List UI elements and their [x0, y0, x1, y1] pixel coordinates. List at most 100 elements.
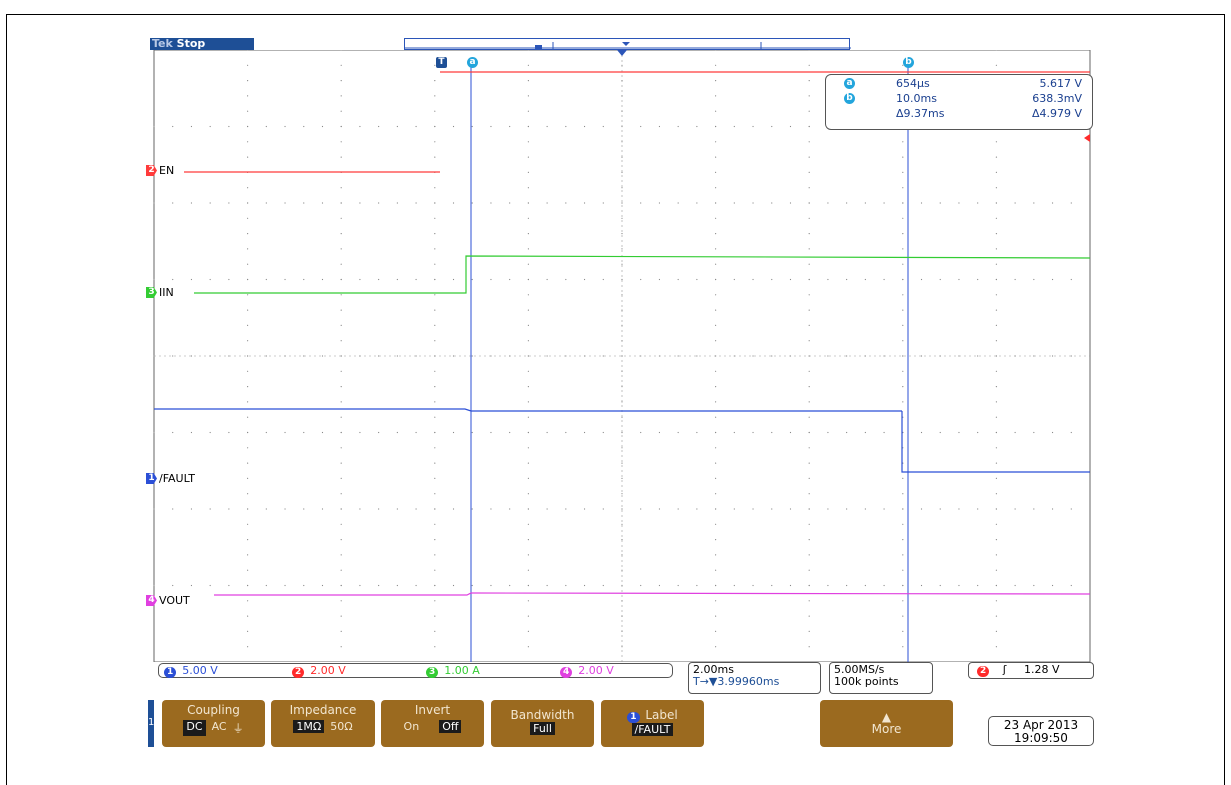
- grid-dot: [715, 370, 717, 372]
- ch3-name: IIN: [159, 286, 174, 299]
- grid-dot: [172, 125, 174, 128]
- invert-on-option[interactable]: On: [403, 720, 420, 733]
- grid-dot: [677, 508, 679, 510]
- ch4-name: VOUT: [159, 594, 190, 607]
- grid-dot: [340, 217, 342, 219]
- ch2-scale[interactable]: 2 2.00 V: [292, 663, 346, 678]
- ch4-scale[interactable]: 4 2.00 V: [560, 663, 614, 678]
- channel-label-en: 2 EN: [146, 164, 174, 177]
- grid-dot: [265, 278, 267, 281]
- cursor-a-time: 654µs: [896, 77, 930, 90]
- timebase-readout[interactable]: 2.00ms T→▼3.99960ms: [688, 662, 821, 694]
- grid-dot: [527, 554, 529, 556]
- grid-dot: [715, 217, 717, 219]
- grid-dot: [733, 202, 735, 204]
- grid-dot: [995, 309, 998, 311]
- grid-dot: [621, 171, 623, 173]
- grid-dot: [527, 370, 529, 372]
- grid-dot: [1033, 508, 1035, 510]
- record-view-window[interactable]: [404, 38, 851, 54]
- grid-dot: [583, 431, 586, 434]
- ch3-scale[interactable]: 3 1.00 A: [426, 663, 480, 678]
- coupling-ground-icon[interactable]: ⏚: [232, 722, 244, 735]
- ch1-scale-value: 5.00 V: [182, 664, 218, 677]
- grid-dot: [340, 477, 342, 479]
- grid-dot: [434, 462, 436, 464]
- grid-dot: [153, 431, 155, 434]
- trigger-pos-arrow-icon: [617, 50, 627, 56]
- bandwidth-value: Full: [530, 722, 555, 735]
- grid-dot: [715, 584, 717, 587]
- waveform-area[interactable]: T a b a 654µs 5.617 V b 10.0ms 638.3mV Δ…: [146, 50, 1096, 662]
- grid-dot: [621, 233, 623, 235]
- bandwidth-button[interactable]: Bandwidth Full: [491, 700, 594, 747]
- grid-dot: [546, 431, 548, 434]
- grid-dot: [378, 125, 380, 128]
- cursor-a-marker[interactable]: a: [467, 57, 478, 68]
- grid-dot: [247, 233, 249, 235]
- grid-dot: [883, 278, 885, 281]
- grid-dot: [340, 110, 342, 112]
- grid-dot: [715, 125, 717, 128]
- grid-dot: [434, 615, 436, 617]
- acquisition-readout[interactable]: 5.00MS/s 100k points: [829, 662, 933, 694]
- grid-dot: [1051, 355, 1054, 357]
- grid-dot: [340, 50, 342, 51]
- trace-vout: [214, 592, 1091, 596]
- impedance-1m-option[interactable]: 1MΩ: [293, 720, 325, 733]
- grid-dot: [527, 248, 529, 250]
- grid-dot: [527, 355, 529, 357]
- grid-dot: [415, 584, 417, 587]
- grid-dot: [640, 508, 642, 510]
- grid-dot: [658, 508, 661, 510]
- grid-dot: [808, 125, 810, 128]
- impedance-50-option[interactable]: 50Ω: [330, 720, 353, 733]
- ch4-scale-value: 2.00 V: [578, 664, 614, 677]
- grid-dot: [696, 508, 698, 510]
- invert-button[interactable]: Invert On Off: [381, 700, 484, 747]
- grid-dot: [471, 125, 473, 128]
- grid-dot: [995, 50, 997, 51]
- cursor-b-marker[interactable]: b: [903, 57, 914, 68]
- grid-dot: [247, 462, 249, 464]
- invert-off-option[interactable]: Off: [439, 720, 462, 733]
- grid-dot: [565, 278, 567, 281]
- grid-dot: [378, 202, 380, 204]
- grid-dot: [602, 125, 604, 128]
- grid-dot: [995, 493, 998, 495]
- coupling-dc-option[interactable]: DC: [183, 720, 206, 736]
- grid-dot: [808, 493, 810, 495]
- grid-dot: [434, 50, 436, 51]
- grid-dot: [995, 630, 998, 633]
- grid-dot: [228, 431, 230, 434]
- trigger-marker[interactable]: T: [436, 57, 447, 68]
- grid-dot: [247, 110, 249, 112]
- ch4-badge-icon: 4: [560, 667, 573, 678]
- grid-dot: [808, 447, 810, 449]
- grid-dot: [434, 294, 436, 296]
- trigger-readout[interactable]: 2 ʃ 1.28 V: [968, 662, 1094, 679]
- coupling-button[interactable]: Coupling DC AC ⏚: [162, 700, 265, 747]
- more-button[interactable]: ▲ More: [820, 700, 953, 747]
- sample-rate: 5.00MS/s: [834, 663, 885, 676]
- grid-dot: [1070, 508, 1072, 510]
- grid-dot: [715, 646, 717, 648]
- grid-dot: [995, 416, 998, 418]
- grid-dot: [640, 431, 642, 434]
- grid-dot: [677, 584, 679, 587]
- grid-dot: [902, 141, 904, 143]
- coupling-ac-option[interactable]: AC: [211, 720, 227, 733]
- grid-dot: [621, 431, 623, 434]
- grid-dot: [715, 462, 717, 464]
- grid-dot: [752, 202, 754, 204]
- tek-status: Tek Stop: [150, 38, 254, 50]
- label-button[interactable]: 1 Label /FAULT: [601, 700, 704, 747]
- grid-dot: [902, 217, 904, 219]
- grid-dot: [340, 340, 342, 342]
- grid-dot: [359, 584, 361, 587]
- impedance-button[interactable]: Impedance 1MΩ 50Ω: [271, 700, 375, 747]
- grid-dot: [621, 202, 623, 204]
- grid-dot: [378, 278, 380, 281]
- ch1-scale[interactable]: 1 5.00 V: [164, 663, 218, 678]
- grid-dot: [434, 401, 436, 403]
